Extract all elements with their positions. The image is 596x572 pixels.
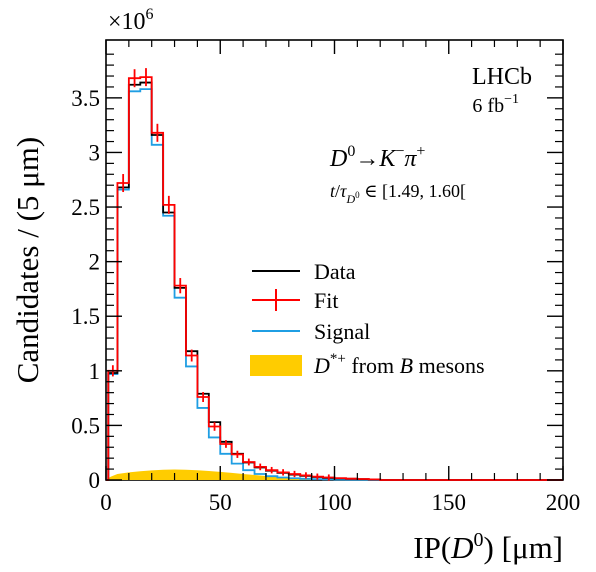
y-tick-label: 0.5 (71, 413, 100, 438)
y-tick-label: 3.5 (71, 86, 100, 111)
y-multiplier-exponent: 6 (146, 6, 154, 23)
y-tick-label: 1.5 (71, 304, 100, 329)
y-tick-label: 0 (89, 468, 101, 493)
x-tick-label: 50 (209, 490, 232, 515)
series-signal-line (106, 88, 563, 481)
x-axis: 0 50 100 150 200 (100, 40, 580, 515)
y-axis: 0 0.5 1 1.5 2 2.5 3 3.5 (71, 53, 563, 493)
y-tick-label: 3 (89, 140, 101, 165)
legend-dstar-swatch (250, 355, 302, 376)
legend-signal-label: Signal (314, 319, 370, 344)
y-tick-label: 2 (89, 250, 101, 275)
x-tick-label: 0 (100, 490, 112, 515)
y-axis-label: Candidates / (5 μm) (10, 137, 45, 384)
experiment-label: LHCb (472, 64, 532, 90)
x-tick-label: 100 (317, 490, 352, 515)
legend-fit-label: Fit (314, 288, 338, 313)
legend-dstar-label: D*+ from B mesons (313, 351, 485, 378)
x-tick-label: 150 (432, 490, 467, 515)
legend-data-label: Data (314, 259, 356, 284)
x-axis-label: IP(D0) [μm] (413, 529, 563, 565)
fit-markers-layer (111, 68, 330, 481)
luminosity-label: 6 fb−1 (472, 92, 519, 117)
legend: Data Fit Signal D*+ from B mesons (250, 259, 485, 378)
y-tick-label: 1 (89, 359, 101, 384)
y-multiplier: ×106 (108, 6, 154, 35)
x-tick-label: 200 (546, 490, 581, 515)
y-tick-label: 2.5 (71, 195, 100, 220)
decay-time-bin-label: t/τD0 ∈ [1.49, 1.60[ (330, 181, 466, 206)
decay-label: D0→K−π+ (329, 143, 425, 172)
